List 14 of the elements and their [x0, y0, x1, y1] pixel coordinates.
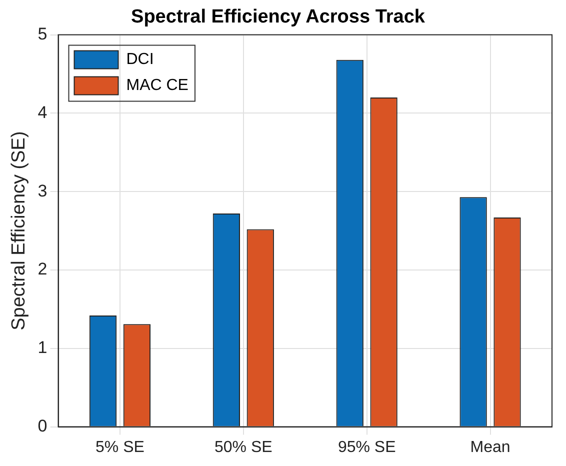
- x-tick-label: Mean: [470, 438, 510, 456]
- x-tick-label: 5% SE: [96, 438, 144, 456]
- chart-title: Spectral Efficiency Across Track: [131, 6, 426, 28]
- legend-label: DCI: [126, 51, 154, 68]
- y-tick-label: 5: [38, 24, 48, 44]
- y-tick-label: 1: [38, 338, 48, 358]
- y-tick-label: 0: [38, 416, 48, 436]
- x-tick-label: 50% SE: [214, 438, 272, 456]
- y-tick-label: 4: [38, 102, 48, 122]
- y-axis-title: Spectral Efficiency (SE): [8, 131, 30, 330]
- y-tick-label: 2: [38, 260, 48, 279]
- legend-label: MAC CE: [126, 77, 188, 94]
- x-tick-label: 95% SE: [338, 438, 396, 456]
- y-tick-label: 3: [38, 181, 48, 200]
